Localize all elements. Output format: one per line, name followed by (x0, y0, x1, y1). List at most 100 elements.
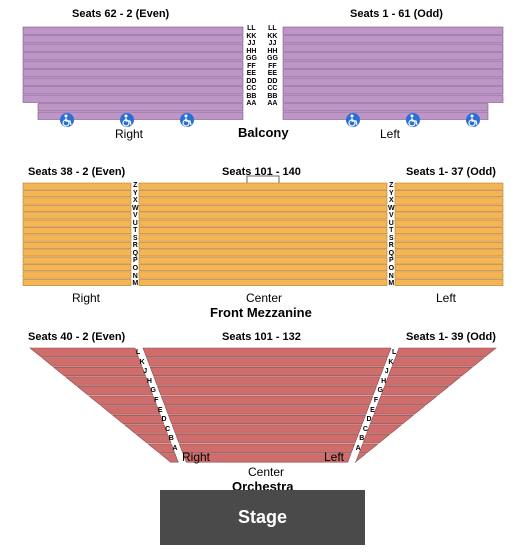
orch-right-row[interactable] (113, 415, 164, 424)
orch-left-row[interactable] (392, 358, 484, 367)
orch-left-row[interactable] (385, 377, 461, 386)
orch-center-row[interactable] (165, 406, 369, 415)
orch-right-row[interactable] (101, 406, 160, 415)
mezz-center-row[interactable] (139, 257, 387, 263)
balcony-left-row[interactable] (283, 95, 503, 103)
mezz-right-row[interactable] (23, 264, 131, 270)
balcony-left-row[interactable] (283, 70, 503, 78)
mezz-center-row[interactable] (139, 220, 387, 226)
mezz-center-row[interactable] (139, 190, 387, 196)
balcony-left-row[interactable] (283, 87, 503, 95)
mezz-center-row[interactable] (139, 198, 387, 204)
orch-center-row[interactable] (154, 377, 380, 386)
orch-left-row[interactable] (381, 386, 449, 395)
mezz-right-row[interactable] (23, 183, 131, 189)
orch-right-row[interactable] (89, 396, 156, 405)
orch-right-row[interactable] (160, 454, 178, 463)
balcony-right-row[interactable] (23, 78, 243, 86)
balcony-left-row[interactable] (283, 27, 503, 35)
orch-right-row[interactable] (42, 358, 142, 367)
balcony-left-row[interactable] (283, 104, 488, 112)
mezz-center-row[interactable] (139, 183, 387, 189)
mezz-left-row[interactable] (395, 190, 503, 196)
orch-left-row[interactable] (363, 434, 390, 443)
orch-center-row[interactable] (168, 415, 365, 424)
mezz-left-row[interactable] (395, 205, 503, 211)
orch-left-row[interactable] (388, 367, 472, 376)
balcony-right-row[interactable] (23, 27, 243, 35)
balcony-right-row[interactable] (23, 87, 243, 95)
mezz-left-row[interactable] (395, 220, 503, 226)
mezz-center-row[interactable] (139, 235, 387, 241)
mezz-left-row[interactable] (395, 213, 503, 219)
orch-left-row[interactable] (378, 396, 437, 405)
mezz-center-row[interactable] (139, 272, 387, 278)
orch-right-row[interactable] (54, 367, 146, 376)
balcony-left-row[interactable] (283, 53, 503, 61)
orch-left-row[interactable] (374, 406, 425, 415)
balcony-right-row[interactable] (23, 36, 243, 44)
orch-rowlabel: F (374, 397, 378, 404)
balcony-right-row[interactable] (23, 53, 243, 61)
orch-right-row[interactable] (65, 377, 149, 386)
mezz-left-row[interactable] (395, 250, 503, 256)
mezz-rowlabels-right-aisle: ZYXWVUTSRQPONM (132, 182, 139, 288)
orch-left-row[interactable] (396, 348, 496, 357)
mezz-right-row[interactable] (23, 227, 131, 233)
mezz-center-row[interactable] (139, 242, 387, 248)
orch-right-row[interactable] (136, 434, 171, 443)
orch-right-row[interactable] (148, 444, 174, 453)
orch-left-row[interactable] (359, 444, 377, 453)
orch-center-row[interactable] (150, 367, 383, 376)
orch-center-row[interactable] (143, 348, 391, 357)
orch-right-row[interactable] (125, 425, 168, 434)
orch-center-row[interactable] (158, 386, 377, 395)
mezz-left-row[interactable] (395, 183, 503, 189)
balcony-right-row[interactable] (23, 70, 243, 78)
mezz-left-row[interactable] (395, 235, 503, 241)
mezz-right-row[interactable] (23, 205, 131, 211)
mezz-right-row[interactable] (23, 272, 131, 278)
mezz-right-row[interactable] (23, 257, 131, 263)
orch-left-row[interactable] (355, 454, 366, 463)
orch-center-row[interactable] (172, 425, 362, 434)
orch-right-row[interactable] (77, 386, 153, 395)
orch-left-row[interactable] (370, 415, 413, 424)
mezz-left-row[interactable] (395, 257, 503, 263)
mezz-right-row[interactable] (23, 198, 131, 204)
mezz-center-row[interactable] (139, 205, 387, 211)
mezz-center-row[interactable] (139, 250, 387, 256)
mezz-right-row[interactable] (23, 279, 131, 285)
balcony-right-row[interactable] (23, 61, 243, 69)
mezz-center-row[interactable] (139, 227, 387, 233)
orch-center-row[interactable] (176, 434, 359, 443)
balcony-right-row[interactable] (23, 44, 243, 52)
seating-chart: LLKKJJHHGGFFEEDDCCBBAALLKKJJHHGGFFEEDDCC… (0, 0, 525, 560)
mezz-right-row[interactable] (23, 242, 131, 248)
mezz-right-row[interactable] (23, 235, 131, 241)
mezz-left-row[interactable] (395, 279, 503, 285)
mezz-center-row[interactable] (139, 213, 387, 219)
orch-left-row[interactable] (367, 425, 402, 434)
mezz-center-row[interactable] (139, 279, 387, 285)
balcony-right-row[interactable] (38, 104, 243, 112)
orch-center-row[interactable] (161, 396, 373, 405)
balcony-left-row[interactable] (283, 112, 488, 120)
balcony-right-row[interactable] (23, 95, 243, 103)
mezz-right-row[interactable] (23, 190, 131, 196)
mezz-left-row[interactable] (395, 227, 503, 233)
mezz-right-row[interactable] (23, 213, 131, 219)
orch-center-row[interactable] (147, 358, 388, 367)
mezz-right-row[interactable] (23, 220, 131, 226)
mezz-center-row[interactable] (139, 264, 387, 270)
balcony-left-row[interactable] (283, 44, 503, 52)
balcony-left-row[interactable] (283, 36, 503, 44)
orch-right-row[interactable] (30, 348, 138, 357)
mezz-left-row[interactable] (395, 272, 503, 278)
mezz-right-row[interactable] (23, 250, 131, 256)
balcony-left-row[interactable] (283, 61, 503, 69)
mezz-left-row[interactable] (395, 198, 503, 204)
mezz-left-row[interactable] (395, 242, 503, 248)
balcony-left-row[interactable] (283, 78, 503, 86)
mezz-left-row[interactable] (395, 264, 503, 270)
